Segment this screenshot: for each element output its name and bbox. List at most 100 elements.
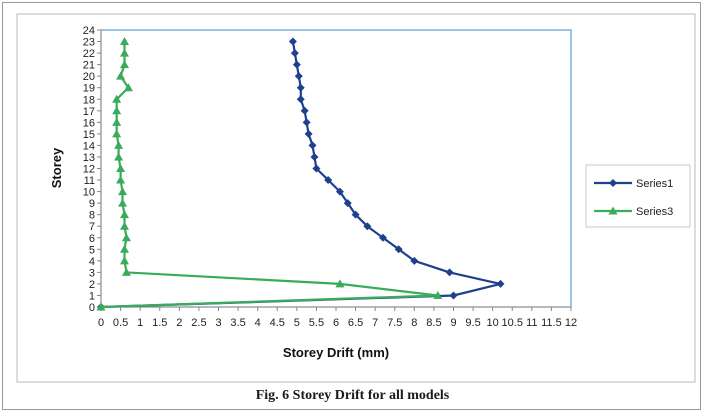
x-tick-label: 8: [411, 317, 417, 329]
data-point-series1: [288, 37, 297, 46]
data-point-series3: [118, 187, 128, 196]
y-tick-label: 15: [83, 129, 95, 141]
data-point-series3: [120, 221, 129, 230]
data-point-series1: [304, 129, 313, 138]
plot-area: [100, 29, 572, 308]
data-point-series1: [343, 199, 352, 208]
y-tick-label: 2: [89, 279, 95, 291]
x-tick-label: 3: [215, 317, 221, 329]
data-point-series1: [324, 176, 333, 185]
data-point-series3: [120, 37, 129, 46]
y-tick-label: 11: [84, 175, 95, 187]
y-tick-label: 24: [83, 25, 95, 37]
y-tick-label: 7: [89, 221, 95, 233]
data-point-series3: [120, 60, 129, 69]
x-tick-label: 8.5: [426, 317, 441, 329]
chart: 0123456789101112131415161718192021222324…: [16, 13, 696, 383]
data-point-series1: [312, 164, 321, 173]
data-point-series1: [308, 141, 317, 150]
data-point-series3: [114, 152, 124, 161]
data-point-series1: [294, 72, 303, 81]
data-point-series1: [296, 95, 305, 104]
y-tick-label: 0: [89, 302, 95, 314]
series-series1: [97, 37, 505, 311]
y-tick-label: 22: [83, 48, 95, 60]
data-point-series3: [123, 83, 133, 92]
figure-caption: Fig. 6 Storey Drift for all models: [255, 388, 450, 403]
x-tick-label: 4.5: [270, 317, 285, 329]
y-tick-label: 6: [89, 233, 95, 245]
data-point-series1: [310, 152, 319, 161]
y-tick-label: 5: [89, 244, 95, 256]
x-tick-label: 2.5: [191, 317, 206, 329]
legend-marker-series1: [609, 179, 617, 187]
data-point-series3: [112, 117, 122, 126]
series-series3: [96, 37, 443, 311]
data-point-series1: [300, 106, 309, 115]
x-tick-label: 0: [98, 317, 104, 329]
data-point-series3: [112, 94, 122, 103]
legend-box: [585, 164, 691, 228]
data-point-series3: [335, 279, 345, 288]
data-point-series3: [120, 244, 129, 253]
data-point-series3: [116, 175, 126, 184]
series-line-series3: [100, 41, 439, 309]
y-tick-label: 8: [89, 210, 95, 222]
data-point-series1: [394, 245, 403, 254]
y-tick-label: 12: [83, 164, 95, 176]
legend-marker-series3: [608, 206, 618, 215]
x-tick-label: 2: [176, 317, 182, 329]
x-tick-label: 6.5: [348, 317, 363, 329]
x-tick-label: 11.5: [541, 317, 562, 329]
y-tick-label: 14: [83, 140, 95, 152]
data-point-series1: [445, 268, 454, 277]
data-point-series1: [496, 279, 505, 288]
x-tick-label: 7.5: [387, 317, 402, 329]
legend-label-series1: Series1: [636, 178, 673, 190]
series-layer: [96, 37, 505, 311]
data-point-series3: [112, 106, 122, 115]
data-point-series1: [379, 233, 387, 242]
data-point-series1: [290, 49, 299, 58]
y-tick-label: 16: [83, 117, 95, 129]
legend-label-series3: Series3: [636, 206, 673, 218]
y-tick-label: 9: [89, 198, 95, 210]
y-tick-label: 18: [83, 94, 95, 106]
x-tick-label: 1.5: [152, 317, 167, 329]
x-tick-label: 12: [565, 317, 577, 329]
data-point-series1: [410, 256, 419, 265]
data-point-series1: [363, 222, 372, 231]
y-tick-label: 3: [89, 267, 95, 279]
data-point-series3: [116, 164, 126, 172]
data-point-series1: [296, 83, 305, 92]
x-tick-label: 11: [526, 317, 537, 329]
y-tick-label: 23: [83, 37, 95, 49]
data-point-series3: [112, 129, 122, 138]
x-tick-label: 10.5: [502, 317, 523, 329]
data-point-series1: [292, 60, 301, 69]
y-tick-label: 17: [83, 106, 95, 118]
data-point-series3: [96, 302, 106, 311]
y-tick-label: 13: [83, 152, 95, 164]
y-tick-label: 1: [89, 290, 95, 302]
x-tick-label: 0.5: [113, 317, 128, 329]
y-tick-label: 4: [89, 256, 95, 268]
legend: Series1 Series3: [585, 164, 691, 228]
y-tick-label: 19: [83, 83, 95, 95]
x-axis-title: Storey Drift (mm): [283, 345, 389, 360]
data-point-series3: [120, 256, 129, 265]
data-point-series3: [120, 210, 129, 219]
x-tick-label: 5.5: [309, 317, 324, 329]
data-point-series3: [120, 48, 129, 57]
data-point-series3: [121, 233, 131, 242]
data-point-series3: [433, 290, 443, 299]
x-tick-label: 5: [294, 317, 300, 329]
data-point-series1: [302, 118, 311, 127]
data-point-series3: [116, 71, 126, 80]
axes: 0123456789101112131415161718192021222324…: [83, 25, 577, 329]
data-point-series1: [449, 291, 458, 300]
y-tick-label: 20: [83, 71, 95, 83]
data-point-series3: [121, 267, 131, 276]
data-point-series3: [114, 140, 124, 149]
x-tick-label: 4: [255, 317, 261, 329]
